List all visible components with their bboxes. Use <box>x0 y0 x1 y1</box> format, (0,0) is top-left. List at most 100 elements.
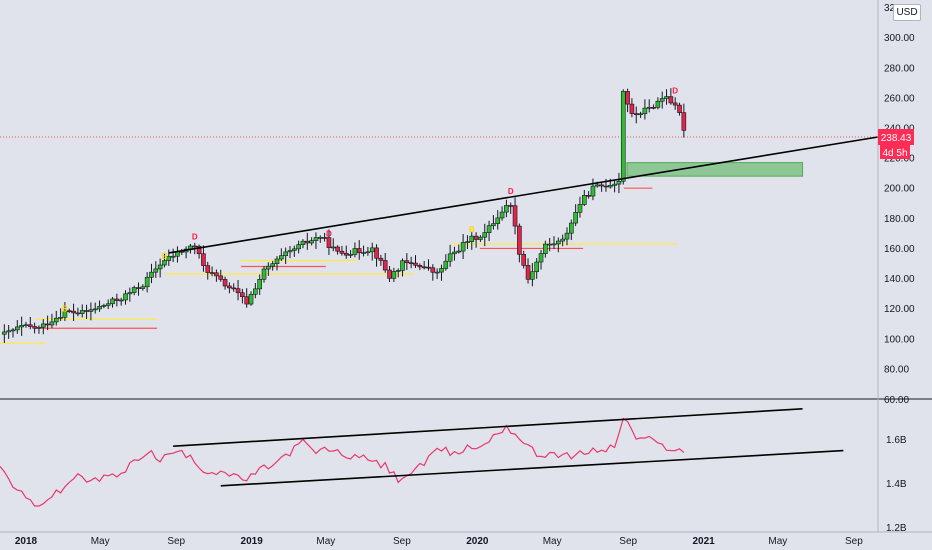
candle[interactable] <box>582 189 587 206</box>
candle[interactable] <box>270 260 275 271</box>
candle[interactable] <box>170 248 176 263</box>
candle[interactable] <box>677 102 682 116</box>
candle[interactable] <box>75 307 81 317</box>
candle[interactable] <box>343 245 349 259</box>
candle[interactable] <box>244 288 250 308</box>
candle[interactable] <box>378 254 384 266</box>
candle[interactable] <box>196 244 202 259</box>
candle[interactable] <box>547 237 552 252</box>
candle[interactable] <box>231 283 237 292</box>
candle[interactable] <box>521 250 527 269</box>
candle[interactable] <box>304 232 310 250</box>
candle[interactable] <box>499 206 505 221</box>
candle[interactable] <box>556 237 561 253</box>
support-zone[interactable] <box>626 162 804 177</box>
candle[interactable] <box>668 88 674 105</box>
candle[interactable] <box>313 232 319 249</box>
currency-badge[interactable]: USD <box>893 4 921 21</box>
candle[interactable] <box>118 297 124 306</box>
candle[interactable] <box>49 313 55 328</box>
candle[interactable] <box>266 262 271 276</box>
candle[interactable] <box>408 256 414 269</box>
candle[interactable] <box>646 99 652 113</box>
support-zone-rect[interactable] <box>626 162 804 177</box>
candle[interactable] <box>19 316 24 336</box>
candle[interactable] <box>292 245 297 257</box>
price-trendline[interactable] <box>168 136 879 254</box>
candle[interactable] <box>659 91 665 109</box>
candle[interactable] <box>421 261 427 270</box>
candles[interactable] <box>2 88 687 343</box>
candle[interactable] <box>473 232 479 248</box>
candle[interactable] <box>53 310 59 326</box>
candle[interactable] <box>348 250 353 258</box>
candle[interactable] <box>525 258 531 284</box>
candle[interactable] <box>543 240 548 258</box>
candle[interactable] <box>443 254 449 271</box>
candle[interactable] <box>62 302 68 322</box>
candle[interactable] <box>287 246 293 259</box>
candle[interactable] <box>339 245 345 256</box>
indicator-line[interactable] <box>0 417 685 507</box>
candle[interactable] <box>356 240 362 260</box>
candle[interactable] <box>664 89 669 105</box>
candle[interactable] <box>253 283 258 299</box>
candle[interactable] <box>478 235 483 242</box>
candle[interactable] <box>439 264 444 281</box>
candle[interactable] <box>508 202 514 215</box>
candle[interactable] <box>23 321 29 328</box>
candle[interactable] <box>257 274 262 295</box>
indicator-channel-line[interactable] <box>173 408 803 447</box>
candle[interactable] <box>404 253 410 270</box>
candle[interactable] <box>101 303 107 309</box>
candle[interactable] <box>127 287 133 302</box>
candle[interactable] <box>616 172 622 194</box>
trendlines[interactable] <box>168 136 879 254</box>
candle[interactable] <box>620 89 626 185</box>
candle[interactable] <box>681 103 687 138</box>
candle[interactable] <box>66 308 72 314</box>
candle[interactable] <box>672 97 678 110</box>
candle[interactable] <box>140 284 146 291</box>
candle[interactable] <box>317 235 323 243</box>
candle[interactable] <box>590 178 596 201</box>
candle[interactable] <box>149 263 154 284</box>
candle[interactable] <box>261 265 267 283</box>
candle[interactable] <box>136 282 141 296</box>
candle[interactable] <box>214 269 219 282</box>
candle[interactable] <box>482 223 488 247</box>
candle[interactable] <box>430 264 436 281</box>
candle[interactable] <box>387 266 392 282</box>
candle[interactable] <box>110 296 115 308</box>
candle[interactable] <box>36 325 42 334</box>
candle[interactable] <box>296 240 301 254</box>
candle[interactable] <box>84 304 89 319</box>
candle[interactable] <box>495 210 501 230</box>
candle[interactable] <box>58 308 63 322</box>
candle[interactable] <box>642 99 648 120</box>
candle[interactable] <box>209 266 215 277</box>
candle[interactable] <box>205 261 211 280</box>
candle[interactable] <box>625 88 630 113</box>
indicator-pane[interactable] <box>0 408 844 507</box>
candle[interactable] <box>2 324 7 343</box>
candle[interactable] <box>655 97 661 110</box>
candle[interactable] <box>417 263 423 271</box>
candle[interactable] <box>222 276 228 290</box>
candle[interactable] <box>573 204 578 227</box>
candle[interactable] <box>638 111 643 118</box>
candle[interactable] <box>123 290 128 305</box>
candle[interactable] <box>279 248 284 262</box>
candle[interactable] <box>633 106 639 124</box>
candle[interactable] <box>504 199 509 218</box>
candle[interactable] <box>157 258 163 278</box>
candle[interactable] <box>369 242 375 261</box>
candle[interactable] <box>400 258 405 277</box>
candle[interactable] <box>274 256 280 271</box>
candle[interactable] <box>27 316 33 330</box>
candle[interactable] <box>486 220 492 242</box>
candle[interactable] <box>309 237 314 246</box>
candle[interactable] <box>326 229 332 255</box>
candle[interactable] <box>599 182 604 192</box>
